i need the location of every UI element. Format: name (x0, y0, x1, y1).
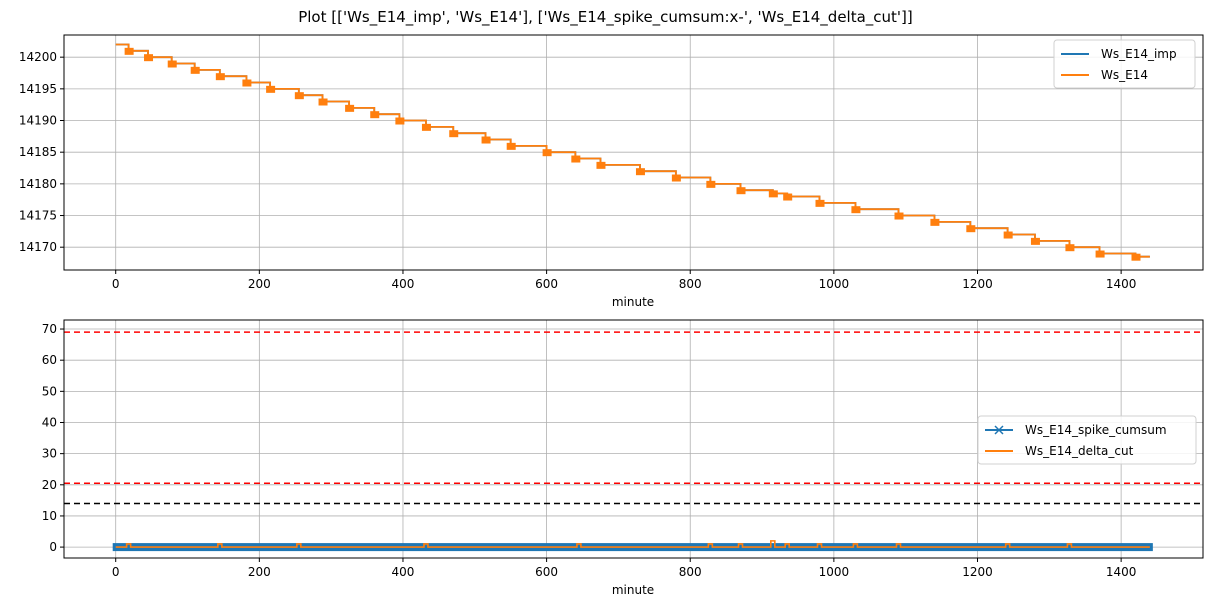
noise-block (571, 155, 581, 163)
legend-box (977, 415, 1197, 465)
noise-block (395, 117, 405, 125)
series-Ws_E14_imp (115, 43, 1150, 258)
noise-block (345, 104, 355, 112)
noise-block (1065, 244, 1075, 252)
x-tick-label: 200 (248, 277, 271, 291)
noise-block (266, 85, 276, 93)
y-tick-label: 60 (42, 353, 57, 367)
x-tick-label: 600 (535, 277, 558, 291)
legend-label: Ws_E14_imp (1101, 47, 1177, 61)
noise-block (242, 79, 252, 87)
legend-label: Ws_E14 (1101, 68, 1148, 82)
x-tick-label: 800 (679, 277, 702, 291)
noise-block (506, 142, 516, 150)
x-tick-label: 400 (392, 565, 415, 579)
noise-block (851, 206, 861, 214)
y-tick-label: 0 (49, 540, 57, 554)
noise-block (1003, 231, 1013, 239)
series-Ws_E14 (115, 43, 1150, 258)
x-axis-label: minute (612, 295, 654, 309)
noise-block (542, 149, 552, 157)
y-tick-label: 14190 (19, 114, 57, 128)
y-tick-label: 70 (42, 322, 57, 336)
noise-block (768, 190, 778, 198)
noise-block (894, 212, 904, 220)
legend-label: Ws_E14_spike_cumsum (1025, 423, 1167, 437)
x-tick-label: 800 (679, 565, 702, 579)
y-tick-label: 14175 (19, 209, 57, 223)
noise-block (294, 92, 304, 100)
subplot-2: 0 200 400 600 800 1000 1200 1400 0 10 20 30 40 50 60 70… (42, 319, 1204, 597)
legend-box (1053, 39, 1196, 89)
x-tick-label: 1400 (1106, 565, 1137, 579)
noise-block (783, 193, 793, 201)
legend-label: Ws_E14_delta_cut (1025, 444, 1134, 458)
noise-block (966, 225, 976, 233)
noise-block (144, 54, 154, 62)
noise-block (1131, 253, 1141, 261)
x-tick-label: 1200 (962, 277, 993, 291)
x-tick-label: 200 (248, 565, 271, 579)
noise-block (930, 218, 940, 226)
axes-frame (63, 319, 1204, 559)
y-tick-label: 20 (42, 478, 57, 492)
plot-area (64, 331, 1203, 552)
noise-block (635, 168, 645, 176)
tick-labels: 0 200 400 600 800 1000 1200 1400 0 10 20 30 40 50 60 70 (42, 322, 1137, 579)
x-tick-label: 1400 (1106, 277, 1137, 291)
y-tick-label: 14170 (19, 240, 57, 254)
x-tick-label: 1000 (819, 565, 850, 579)
noise-block (706, 180, 716, 188)
noise-block (1030, 237, 1040, 245)
noise-block (449, 130, 459, 138)
noise-block (481, 136, 491, 144)
y-tick-label: 14195 (19, 82, 57, 96)
noise-block (1095, 250, 1105, 258)
legend: Ws_E14_imp Ws_E14 (1053, 39, 1196, 89)
x-axis-label: minute (612, 583, 654, 597)
noise-block (596, 161, 606, 169)
noise-block (370, 111, 380, 119)
legend: Ws_E14_spike_cumsum Ws_E14_delta_cut (977, 415, 1197, 465)
y-tick-label: 14180 (19, 177, 57, 191)
y-tick-label: 14185 (19, 145, 57, 159)
noise-block (671, 174, 681, 182)
x-tick-label: 400 (392, 277, 415, 291)
noise-block (736, 187, 746, 195)
x-tick-label: 0 (112, 277, 120, 291)
noise-block (215, 73, 225, 81)
noise-block (815, 199, 825, 207)
x-tick-label: 600 (535, 565, 558, 579)
plot-area (115, 43, 1150, 261)
y-tick-label: 40 (42, 415, 57, 429)
y-tick-label: 50 (42, 384, 57, 398)
x-tick-label: 1000 (819, 277, 850, 291)
figure-title: Plot [['Ws_E14_imp', 'Ws_E14'], ['Ws_E14… (298, 8, 913, 26)
x-marker-icon (994, 425, 1004, 435)
y-tick-label: 14200 (19, 50, 57, 64)
series-Ws_E14_delta_cut (115, 540, 1150, 548)
y-tick-label: 10 (42, 509, 57, 523)
noise-block (318, 98, 328, 106)
x-tick-label: 1200 (962, 565, 993, 579)
noise-block (167, 60, 177, 68)
noise-block (421, 123, 431, 131)
y-tick-label: 30 (42, 447, 57, 461)
tick-labels: 0 200 400 600 800 1000 1200 1400 14170 14175 14180… (19, 50, 1137, 291)
x-tick-label: 0 (112, 565, 120, 579)
subplot-1: 0 200 400 600 800 1000 1200 1400 14170 14175 14180… (19, 34, 1204, 309)
noise-block (190, 66, 200, 74)
noise-block (124, 47, 134, 55)
